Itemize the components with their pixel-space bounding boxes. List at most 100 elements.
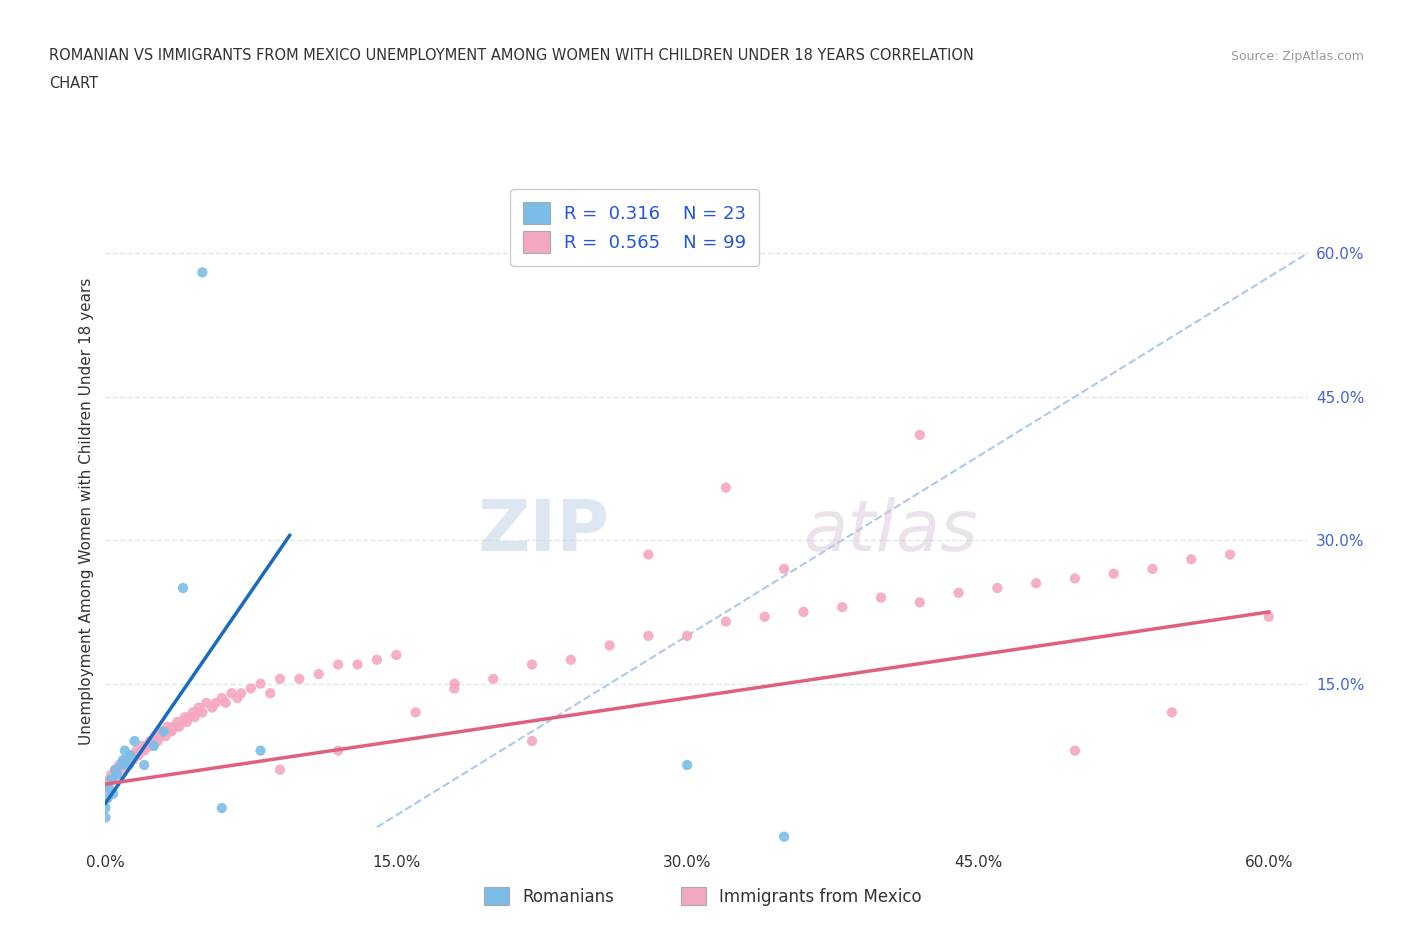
Point bbox=[118, 752, 141, 767]
Point bbox=[186, 705, 208, 720]
Legend: Romanians, Immigrants from Mexico: Romanians, Immigrants from Mexico bbox=[478, 881, 928, 912]
Point bbox=[141, 738, 163, 753]
Point bbox=[139, 734, 162, 749]
Point bbox=[155, 729, 177, 744]
Point bbox=[191, 705, 214, 720]
Point bbox=[1102, 566, 1125, 581]
Point bbox=[187, 700, 209, 715]
Point bbox=[482, 671, 505, 686]
Point bbox=[443, 676, 465, 691]
Point bbox=[792, 604, 814, 619]
Point bbox=[908, 595, 931, 610]
Point bbox=[385, 647, 408, 662]
Y-axis label: Unemployment Among Women with Children Under 18 years: Unemployment Among Women with Children U… bbox=[79, 278, 94, 745]
Point bbox=[181, 705, 204, 720]
Point bbox=[308, 667, 330, 682]
Text: ROMANIAN VS IMMIGRANTS FROM MEXICO UNEMPLOYMENT AMONG WOMEN WITH CHILDREN UNDER : ROMANIAN VS IMMIGRANTS FROM MEXICO UNEMP… bbox=[49, 48, 974, 63]
Point bbox=[366, 652, 388, 667]
Point bbox=[520, 734, 543, 749]
Point bbox=[1142, 562, 1164, 577]
Point bbox=[134, 743, 156, 758]
Point bbox=[443, 681, 465, 696]
Point bbox=[226, 691, 249, 706]
Point bbox=[103, 786, 125, 801]
Point bbox=[908, 428, 931, 443]
Point bbox=[201, 700, 224, 715]
Text: atlas: atlas bbox=[803, 498, 977, 566]
Point bbox=[146, 734, 169, 749]
Point bbox=[124, 734, 146, 749]
Point bbox=[599, 638, 621, 653]
Point bbox=[239, 681, 262, 696]
Point bbox=[183, 710, 205, 724]
Point bbox=[145, 729, 167, 744]
Point bbox=[105, 767, 128, 782]
Point bbox=[520, 658, 543, 672]
Point bbox=[174, 710, 197, 724]
Point bbox=[114, 743, 136, 758]
Point bbox=[104, 763, 127, 777]
Point bbox=[142, 738, 165, 753]
Point bbox=[94, 781, 117, 796]
Point bbox=[1025, 576, 1047, 591]
Point bbox=[166, 714, 188, 729]
Point bbox=[120, 748, 142, 763]
Point bbox=[773, 562, 796, 577]
Point bbox=[150, 724, 173, 739]
Point bbox=[560, 652, 582, 667]
Point bbox=[1180, 551, 1202, 566]
Point bbox=[108, 758, 131, 773]
Point bbox=[231, 685, 253, 700]
Point bbox=[98, 781, 121, 796]
Point bbox=[172, 580, 194, 595]
Point bbox=[326, 658, 349, 672]
Point bbox=[1219, 547, 1241, 562]
Point bbox=[172, 714, 194, 729]
Point bbox=[211, 691, 233, 706]
Point bbox=[120, 748, 142, 763]
Point bbox=[249, 743, 271, 758]
Point bbox=[125, 743, 148, 758]
Text: CHART: CHART bbox=[49, 76, 98, 91]
Point bbox=[162, 719, 184, 734]
Point bbox=[714, 480, 737, 495]
Point bbox=[346, 658, 368, 672]
Point bbox=[211, 801, 233, 816]
Point bbox=[195, 696, 218, 711]
Text: Source: ZipAtlas.com: Source: ZipAtlas.com bbox=[1230, 50, 1364, 63]
Point bbox=[136, 738, 159, 753]
Point bbox=[269, 671, 291, 686]
Point bbox=[134, 758, 156, 773]
Point bbox=[135, 738, 157, 753]
Point bbox=[131, 738, 153, 753]
Point bbox=[129, 743, 152, 758]
Point bbox=[205, 696, 228, 711]
Point bbox=[94, 810, 117, 825]
Point bbox=[870, 591, 893, 605]
Legend: R =  0.316    N = 23, R =  0.565    N = 99: R = 0.316 N = 23, R = 0.565 N = 99 bbox=[510, 189, 759, 266]
Point bbox=[214, 696, 236, 711]
Point bbox=[1257, 609, 1279, 624]
Point bbox=[94, 801, 117, 816]
Point bbox=[405, 705, 427, 720]
Point bbox=[167, 719, 190, 734]
Point bbox=[191, 265, 214, 280]
Point bbox=[159, 724, 181, 739]
Point bbox=[124, 748, 146, 763]
Point bbox=[103, 772, 125, 787]
Point bbox=[149, 729, 172, 744]
Point bbox=[110, 763, 132, 777]
Point bbox=[96, 777, 118, 791]
Point bbox=[152, 724, 174, 739]
Point bbox=[104, 763, 127, 777]
Point bbox=[249, 676, 271, 691]
Point bbox=[111, 758, 134, 773]
Point bbox=[176, 714, 198, 729]
Point bbox=[326, 743, 349, 758]
Point bbox=[221, 685, 243, 700]
Point bbox=[152, 724, 174, 739]
Point bbox=[105, 767, 128, 782]
Point bbox=[118, 758, 141, 773]
Point bbox=[111, 752, 134, 767]
Point bbox=[259, 685, 281, 700]
